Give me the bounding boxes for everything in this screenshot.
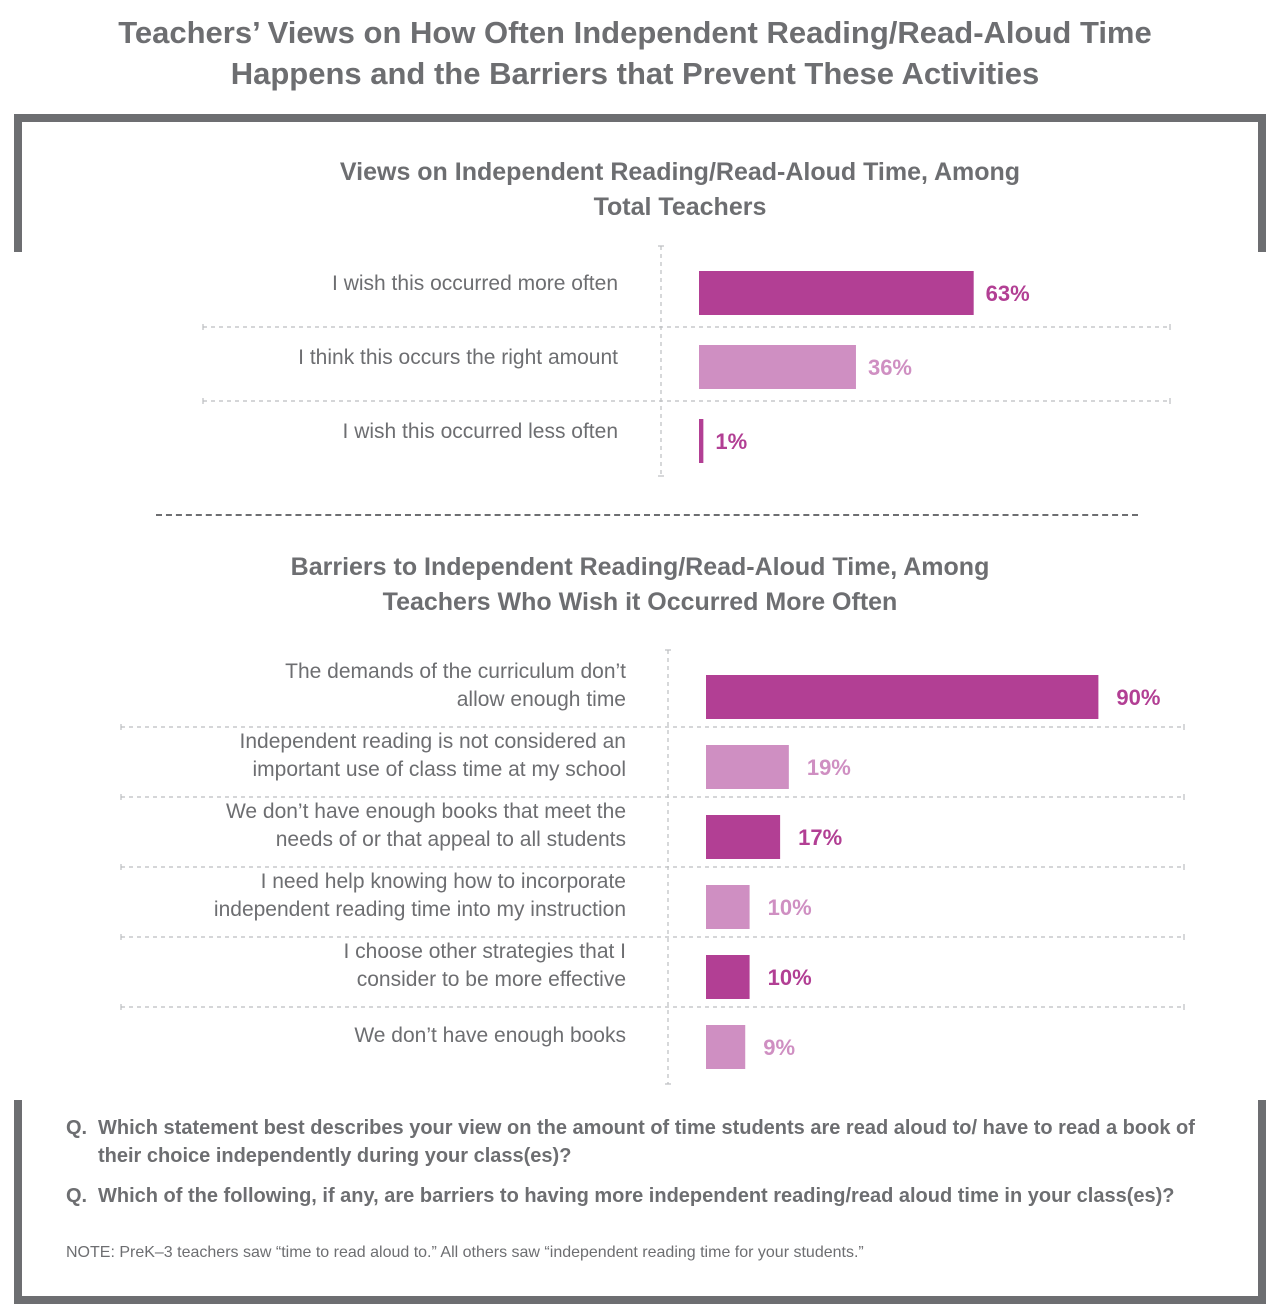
value-label: 17% xyxy=(798,825,842,850)
views-bar-chart: I wish this occurred more often 63% I thin… xyxy=(202,245,1171,477)
question-1: Q. Which statement best describes your v… xyxy=(66,1114,1216,1170)
question-1-text: Which statement best describes your view… xyxy=(98,1117,1195,1167)
question-2: Q. Which of the following, if any, are b… xyxy=(66,1182,1216,1210)
value-label: 1% xyxy=(715,429,747,454)
bar xyxy=(699,271,974,315)
category-label: I need help knowing how to incorporate xyxy=(261,870,626,893)
category-label: consider to be more effective xyxy=(357,968,626,991)
bar xyxy=(706,745,789,789)
category-label: independent reading time into my instruc… xyxy=(214,898,626,921)
category-label: allow enough time xyxy=(457,688,626,711)
section-divider xyxy=(156,514,1138,516)
question-2-prefix: Q. xyxy=(66,1185,88,1207)
category-label: I think this occurs the right amount xyxy=(298,346,618,369)
category-label: Independent reading is not considered an xyxy=(240,730,626,753)
value-label: 63% xyxy=(986,281,1030,306)
chart-1-title: Views on Independent Reading/Read-Aloud … xyxy=(339,158,1021,221)
value-label: 90% xyxy=(1116,685,1160,710)
category-label: We don’t have enough books that meet the xyxy=(226,800,626,823)
category-label: I wish this occurred more often xyxy=(332,272,618,295)
question-1-prefix: Q. xyxy=(66,1117,88,1139)
value-label: 10% xyxy=(768,895,812,920)
bar xyxy=(699,419,704,463)
category-label: I wish this occurred less often xyxy=(343,420,618,443)
top-frame-bracket xyxy=(14,114,1266,252)
question-2-text: Which of the following, if any, are barr… xyxy=(98,1185,1175,1207)
chart-2-title: Barriers to Independent Reading/Read-Alo… xyxy=(290,553,990,616)
bar xyxy=(706,815,781,859)
bar xyxy=(706,1025,746,1069)
barriers-bar-chart: The demands of the curriculum don’t allow… xyxy=(120,649,1185,1085)
bar xyxy=(699,345,856,389)
category-label: The demands of the curriculum don’t xyxy=(285,660,626,683)
bar xyxy=(706,885,750,929)
main-title: Teachers’ Views on How Often Independent… xyxy=(118,15,1152,91)
value-label: 9% xyxy=(763,1035,795,1060)
value-label: 36% xyxy=(868,355,912,380)
category-label: needs of or that appeal to all students xyxy=(276,828,626,851)
category-label: We don’t have enough books xyxy=(354,1024,626,1047)
bar xyxy=(706,675,1099,719)
category-label: I choose other strategies that I xyxy=(344,940,627,963)
bar xyxy=(706,955,750,999)
footnote: NOTE: PreK–3 teachers saw “time to read … xyxy=(66,1244,864,1261)
value-label: 19% xyxy=(807,755,851,780)
bottom-frame-bracket xyxy=(14,1100,1266,1304)
value-label: 10% xyxy=(768,965,812,990)
category-label: important use of class time at my school xyxy=(253,758,626,781)
